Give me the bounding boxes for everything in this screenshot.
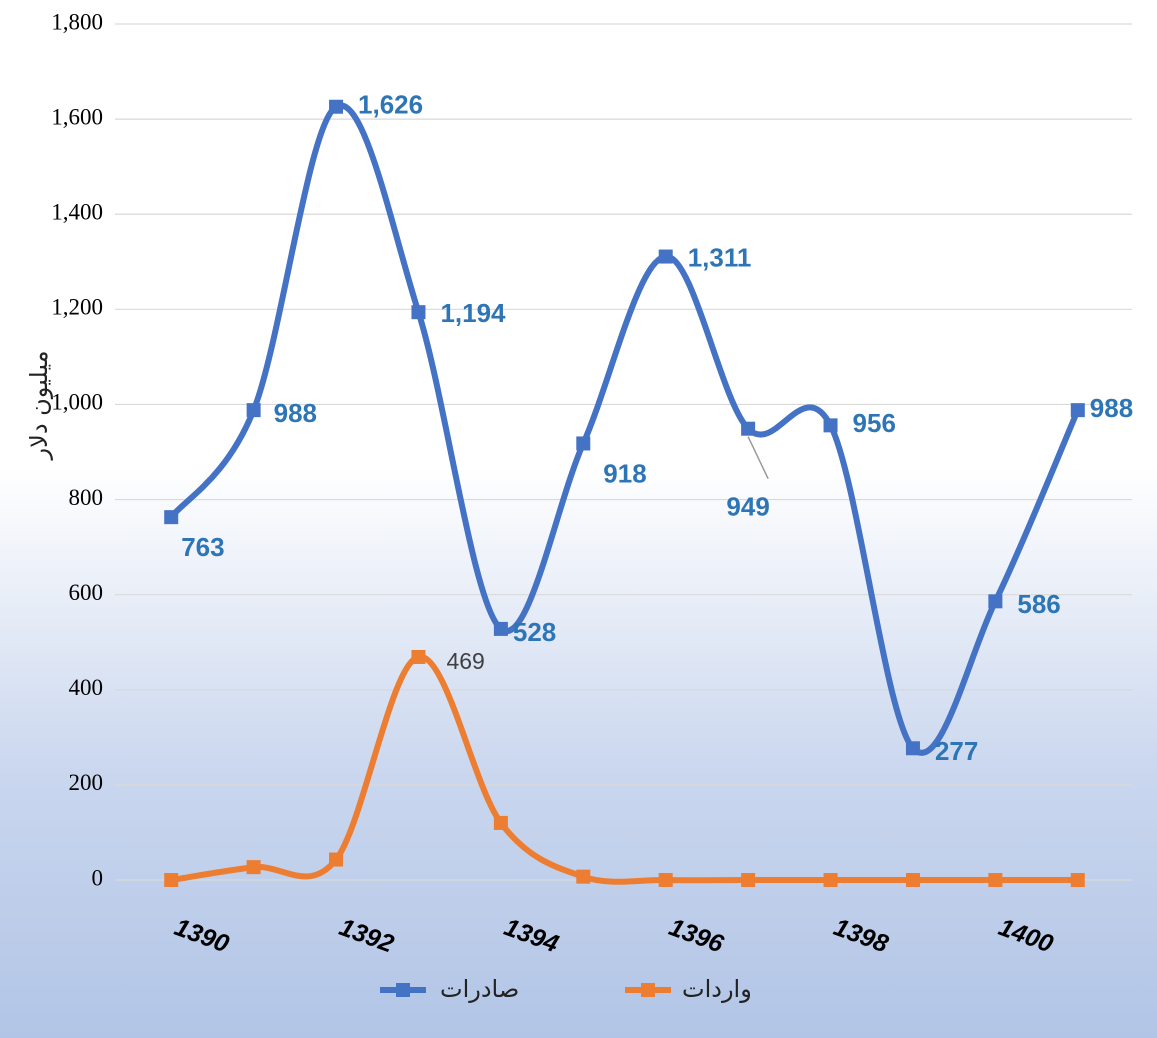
marker (576, 436, 591, 451)
data-label: 956 (853, 408, 896, 438)
marker (493, 815, 508, 830)
legend-label: واردات (682, 975, 752, 1003)
marker (493, 621, 508, 636)
data-label: 1,626 (358, 90, 423, 120)
data-label: 988 (274, 398, 317, 428)
marker (658, 249, 673, 264)
y-axis-label: میلیون دلار (25, 351, 53, 461)
leader-line (747, 436, 769, 480)
y-tick-label: 800 (69, 485, 104, 510)
marker (411, 305, 426, 320)
y-tick-label: 1,400 (51, 200, 103, 225)
data-label: 586 (1017, 589, 1060, 619)
y-tick-label: 1,800 (51, 9, 103, 34)
legend-label: صادرات (440, 975, 519, 1003)
marker (329, 852, 344, 867)
marker (1070, 873, 1085, 887)
y-tick-label: 1,000 (51, 390, 103, 415)
marker (1070, 403, 1085, 418)
marker (576, 869, 591, 884)
data-label: 469 (446, 648, 484, 674)
data-label: 1,194 (440, 298, 506, 328)
marker (411, 649, 426, 664)
marker (988, 594, 1003, 609)
y-tick-label: 1,600 (51, 104, 103, 129)
data-label: 528 (513, 617, 556, 647)
data-label: 277 (935, 736, 978, 766)
data-label: 949 (726, 492, 769, 522)
y-tick-label: 1,200 (51, 295, 103, 320)
marker (741, 873, 756, 887)
legend-marker (396, 983, 410, 997)
marker (988, 873, 1003, 887)
legend-marker (641, 983, 655, 997)
marker (658, 873, 673, 887)
marker (164, 873, 179, 887)
data-label: 988 (1090, 393, 1133, 423)
y-tick-label: 200 (69, 770, 104, 795)
marker (164, 510, 179, 525)
marker (246, 860, 261, 875)
data-label: 763 (181, 532, 224, 562)
y-tick-label: 600 (69, 580, 104, 605)
y-tick-label: 400 (69, 675, 104, 700)
marker (741, 421, 756, 436)
marker (823, 418, 838, 433)
marker (823, 873, 838, 887)
data-label: 1,311 (688, 242, 752, 272)
marker (246, 403, 261, 418)
marker (329, 99, 344, 114)
data-label: 918 (603, 458, 646, 488)
marker (905, 873, 920, 887)
marker (905, 741, 920, 756)
y-tick-label: 0 (92, 865, 104, 890)
